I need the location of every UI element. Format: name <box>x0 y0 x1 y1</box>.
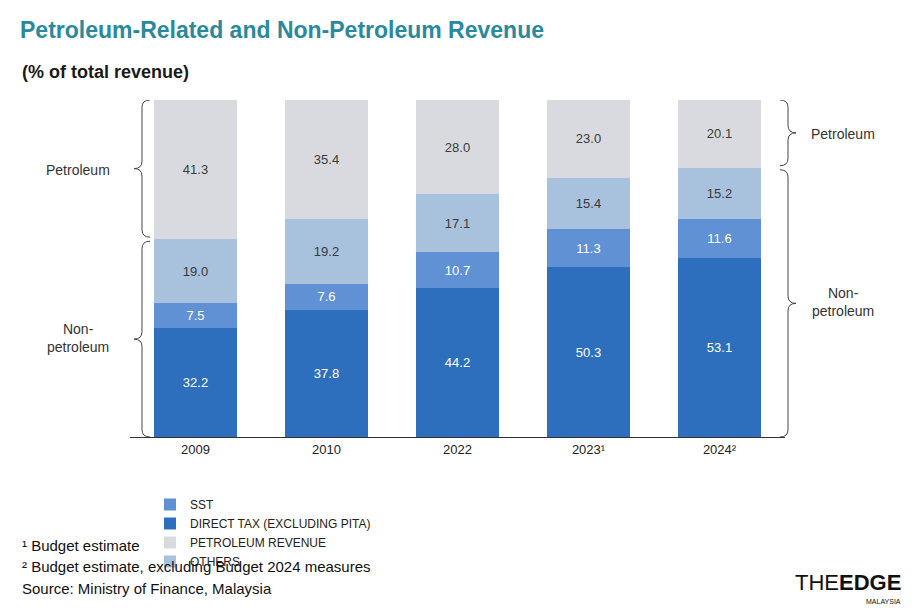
svg-text:Source: Ministry of Finance, M: Source: Ministry of Finance, Malaysia <box>22 580 272 597</box>
svg-text:41.3: 41.3 <box>183 162 208 177</box>
svg-text:37.8: 37.8 <box>314 366 339 381</box>
svg-text:23.0: 23.0 <box>576 131 601 146</box>
svg-text:10.7: 10.7 <box>445 263 470 278</box>
svg-text:Petroleum: Petroleum <box>811 126 875 142</box>
svg-text:2023¹: 2023¹ <box>572 442 606 457</box>
svg-text:2022: 2022 <box>443 442 472 457</box>
svg-text:15.4: 15.4 <box>576 196 601 211</box>
svg-text:17.1: 17.1 <box>445 216 470 231</box>
svg-text:PETROLEUM REVENUE: PETROLEUM REVENUE <box>190 536 326 550</box>
svg-text:44.2: 44.2 <box>445 355 470 370</box>
svg-text:Petroleum-Related and Non-Petr: Petroleum-Related and Non-Petroleum Reve… <box>20 17 544 43</box>
svg-text:7.6: 7.6 <box>317 289 335 304</box>
svg-text:32.2: 32.2 <box>183 375 208 390</box>
svg-text:19.0: 19.0 <box>183 264 208 279</box>
svg-text:SST: SST <box>190 498 214 512</box>
svg-text:11.3: 11.3 <box>576 241 600 256</box>
svg-text:Non-petroleum: Non-petroleum <box>812 285 874 319</box>
svg-text:2009: 2009 <box>181 442 210 457</box>
svg-text:2024²: 2024² <box>703 442 737 457</box>
svg-text:35.4: 35.4 <box>314 152 339 167</box>
svg-text:50.3: 50.3 <box>576 345 601 360</box>
svg-text:Non-petroleum: Non-petroleum <box>47 321 109 355</box>
svg-text:20.1: 20.1 <box>707 126 732 141</box>
svg-text:OTHERS: OTHERS <box>190 555 240 569</box>
svg-text:28.0: 28.0 <box>445 140 470 155</box>
svg-text:DIRECT TAX (EXCLUDING PITA): DIRECT TAX (EXCLUDING PITA) <box>190 517 370 531</box>
svg-text:11.6: 11.6 <box>707 231 731 246</box>
svg-text:15.2: 15.2 <box>707 186 732 201</box>
svg-text:7.5: 7.5 <box>186 308 204 323</box>
svg-text:THEEDGE: THEEDGE <box>795 570 901 595</box>
svg-text:MALAYSIA: MALAYSIA <box>866 598 901 605</box>
svg-text:² Budget estimate, excluding B: ² Budget estimate, excluding Budget 2024… <box>22 558 371 575</box>
svg-text:¹ Budget estimate: ¹ Budget estimate <box>22 537 140 554</box>
svg-text:(% of total revenue): (% of total revenue) <box>22 62 189 82</box>
svg-text:19.2: 19.2 <box>314 244 339 259</box>
svg-text:2010: 2010 <box>312 442 341 457</box>
svg-text:Petroleum: Petroleum <box>46 162 110 178</box>
svg-text:53.1: 53.1 <box>707 340 732 355</box>
